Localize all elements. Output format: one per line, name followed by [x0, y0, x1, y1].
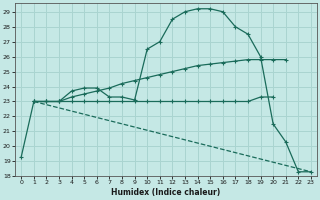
X-axis label: Humidex (Indice chaleur): Humidex (Indice chaleur)	[111, 188, 221, 197]
